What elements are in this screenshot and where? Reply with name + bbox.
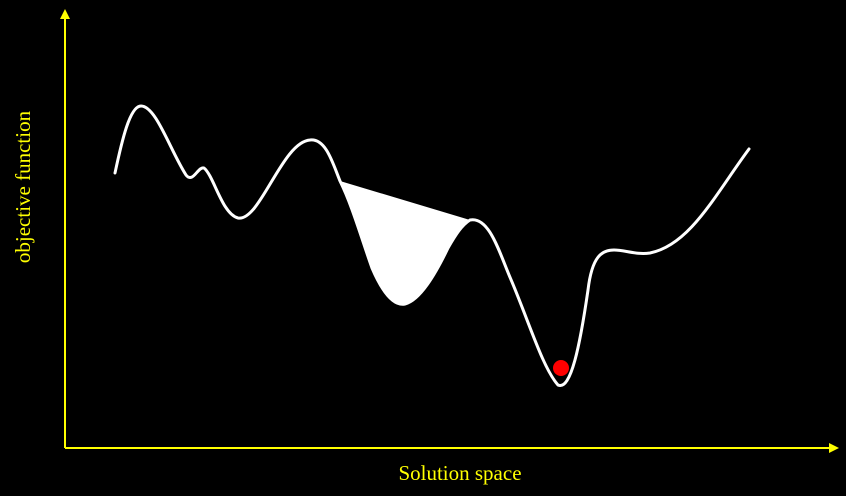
x-axis-label: Solution space (398, 461, 521, 485)
local-minimum-basin (340, 181, 470, 305)
global-minimum-marker (553, 360, 569, 376)
objective-function-curve (113, 104, 751, 387)
y-axis-label: objective function (11, 110, 35, 263)
